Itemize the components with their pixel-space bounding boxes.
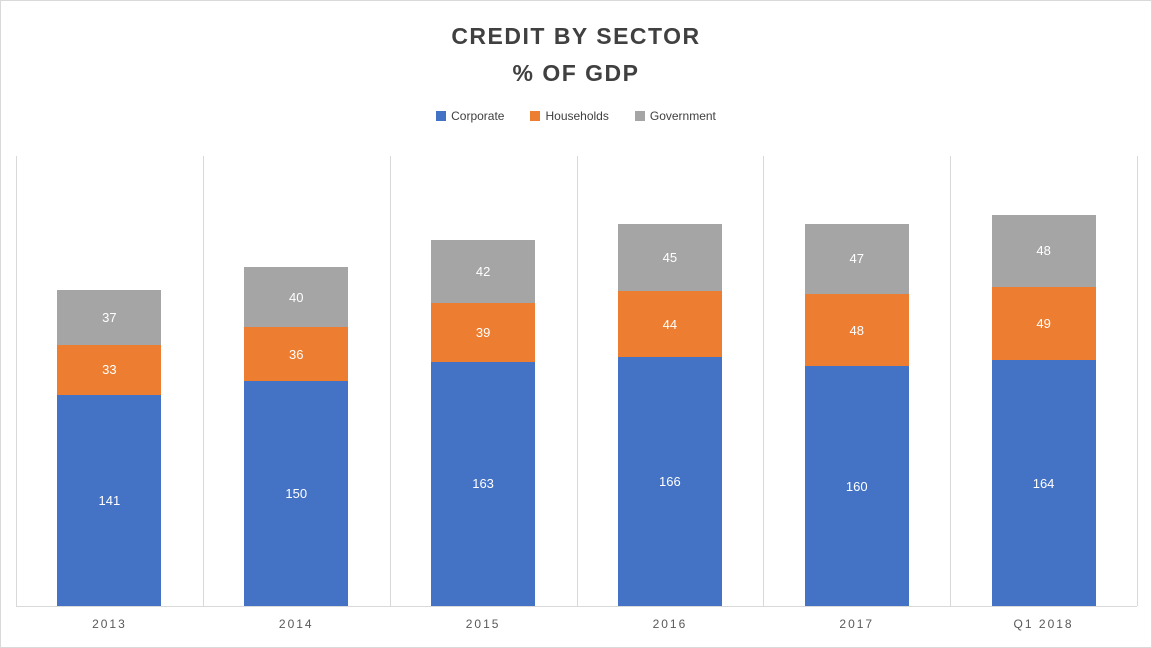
bar-segment-corporate: 164 bbox=[991, 360, 1096, 606]
legend-swatch-icon bbox=[530, 111, 541, 121]
category-gridline bbox=[576, 156, 578, 606]
bar-value-label: 160 bbox=[845, 478, 868, 494]
x-axis-label: 2015 bbox=[465, 617, 501, 631]
bar-segment-corporate: 150 bbox=[244, 381, 349, 606]
bar-value-label: 36 bbox=[289, 346, 304, 362]
bar-segment-corporate: 163 bbox=[431, 361, 536, 606]
x-axis-label: Q1 2018 bbox=[1013, 617, 1074, 631]
legend-label: Corporate bbox=[451, 109, 505, 123]
bar-value-label: 45 bbox=[662, 249, 678, 265]
category-gridline bbox=[389, 156, 391, 606]
category-gridline bbox=[1137, 156, 1138, 606]
bar-value-label: 150 bbox=[285, 486, 308, 501]
bar-value-label: 37 bbox=[102, 309, 117, 325]
bar-value-label: 47 bbox=[849, 251, 864, 267]
chart-title: CREDIT BY SECTOR bbox=[451, 23, 701, 49]
bar-segment-government: 37 bbox=[57, 289, 162, 345]
bar-segment-corporate: 160 bbox=[804, 366, 909, 606]
bar-segment-government: 45 bbox=[617, 223, 722, 291]
x-axis-label: 2016 bbox=[652, 617, 688, 631]
chart-subtitle: % OF GDP bbox=[512, 60, 640, 86]
chart-title-block: CREDIT BY SECTOR % OF GDP bbox=[1, 18, 1151, 92]
legend-swatch-icon bbox=[436, 111, 447, 121]
bar-value-label: 40 bbox=[289, 289, 304, 305]
bar-value-label: 48 bbox=[1036, 243, 1051, 258]
bar-segment-government: 48 bbox=[991, 214, 1096, 287]
legend-item-government: Government bbox=[634, 109, 716, 123]
category-gridline bbox=[16, 156, 17, 606]
bar-segment-households: 33 bbox=[57, 345, 162, 395]
category-gridline bbox=[950, 156, 952, 606]
bar-value-label: 33 bbox=[102, 362, 117, 378]
bar-segment-corporate: 141 bbox=[57, 394, 162, 606]
bar-value-label: 49 bbox=[1036, 315, 1051, 331]
bar-segment-households: 39 bbox=[431, 303, 536, 362]
bar-value-label: 42 bbox=[475, 264, 491, 279]
x-axis-line bbox=[16, 606, 1137, 607]
bar-segment-households: 36 bbox=[244, 327, 349, 381]
bar-segment-government: 47 bbox=[804, 223, 909, 294]
bar-value-label: 39 bbox=[475, 324, 491, 340]
legend-label: Households bbox=[545, 109, 609, 123]
legend-swatch-icon bbox=[634, 111, 645, 121]
bar-segment-households: 49 bbox=[991, 286, 1096, 360]
bar-segment-government: 40 bbox=[244, 267, 349, 327]
bar-segment-households: 48 bbox=[804, 294, 909, 366]
legend-item-corporate: Corporate bbox=[436, 109, 504, 123]
bar-value-label: 141 bbox=[98, 492, 121, 508]
x-axis-label: 2017 bbox=[839, 617, 875, 631]
legend-label: Government bbox=[649, 109, 716, 123]
category-gridline bbox=[763, 156, 765, 606]
bar-segment-corporate: 166 bbox=[617, 357, 722, 606]
bar-value-label: 163 bbox=[472, 476, 494, 492]
bar-segment-government: 42 bbox=[431, 240, 536, 303]
bar-value-label: 166 bbox=[659, 474, 681, 489]
bar-value-label: 44 bbox=[662, 316, 678, 332]
x-axis-label: 2013 bbox=[92, 617, 127, 631]
category-gridline bbox=[202, 156, 204, 606]
bar-value-label: 48 bbox=[849, 322, 864, 338]
x-axis-label: 2014 bbox=[278, 617, 314, 631]
legend-item-households: Households bbox=[530, 109, 609, 123]
legend: Corporate Households Government bbox=[1, 109, 1151, 123]
bar-segment-households: 44 bbox=[617, 291, 722, 357]
bar-value-label: 164 bbox=[1032, 475, 1055, 491]
